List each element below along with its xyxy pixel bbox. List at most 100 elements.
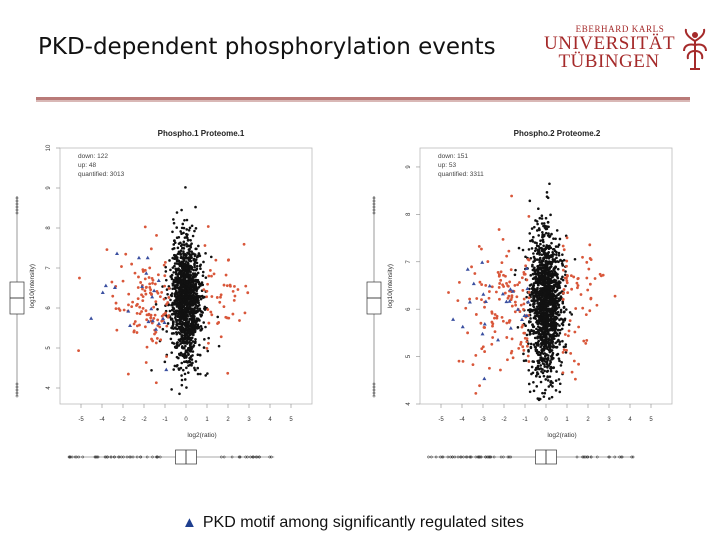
strip-outlier — [155, 455, 158, 459]
data-point — [488, 366, 491, 370]
data-point — [540, 259, 544, 262]
pkd-motif-point — [467, 300, 472, 304]
strip-outlier — [94, 455, 97, 459]
data-point — [190, 279, 193, 283]
data-point — [547, 232, 550, 235]
pkd-motif-point — [112, 285, 117, 289]
data-point — [534, 330, 538, 334]
data-point — [528, 284, 532, 287]
data-point — [175, 324, 179, 327]
data-point — [156, 273, 160, 277]
strip-outlier — [252, 455, 255, 459]
data-point — [544, 302, 548, 305]
data-point — [569, 351, 573, 355]
data-point — [538, 353, 541, 357]
pkd-motif-point — [481, 292, 486, 296]
data-point — [488, 290, 491, 293]
data-point — [513, 273, 517, 277]
data-point — [180, 378, 184, 382]
data-point — [163, 260, 167, 264]
data-point — [224, 315, 228, 319]
data-point — [547, 274, 550, 278]
data-point — [145, 345, 149, 349]
data-point — [197, 295, 201, 299]
data-point — [190, 256, 193, 259]
data-point — [187, 263, 190, 267]
data-point — [175, 346, 178, 350]
data-point — [172, 271, 175, 274]
data-point — [155, 337, 159, 340]
data-point — [173, 281, 176, 284]
y-tick-label: 7 — [406, 259, 412, 263]
data-point — [105, 248, 109, 252]
data-point — [179, 284, 182, 288]
strip-outlier — [139, 455, 142, 459]
data-point — [174, 316, 177, 320]
data-point — [543, 338, 547, 341]
data-point — [193, 315, 196, 318]
data-point — [207, 274, 211, 278]
y-tick-label: 5 — [46, 346, 52, 350]
data-point — [494, 290, 498, 294]
data-point — [190, 358, 194, 361]
data-point — [196, 366, 200, 370]
data-point — [554, 245, 558, 248]
data-point — [541, 230, 544, 234]
data-point — [555, 288, 559, 292]
legend-text: PKD motif among significantly regulated … — [202, 514, 524, 531]
data-point — [192, 258, 195, 262]
data-point — [536, 311, 539, 314]
data-point — [457, 359, 461, 363]
data-point — [514, 268, 517, 272]
data-point — [145, 285, 148, 289]
data-point — [548, 397, 551, 400]
data-point — [540, 304, 544, 307]
data-point — [546, 220, 550, 224]
data-point — [174, 293, 177, 296]
data-point — [537, 325, 540, 328]
data-point — [541, 391, 544, 395]
data-point — [193, 341, 197, 345]
data-point — [179, 276, 183, 279]
data-point — [180, 336, 184, 339]
x-tick-label: -4 — [99, 417, 105, 423]
data-point — [503, 291, 507, 295]
data-point — [165, 324, 169, 328]
data-point — [166, 315, 170, 319]
data-point — [483, 350, 487, 353]
data-point — [542, 222, 546, 225]
data-point — [186, 305, 190, 309]
data-point — [474, 313, 478, 316]
strip-outlier — [502, 455, 505, 459]
data-point — [553, 266, 556, 270]
data-point — [504, 274, 507, 278]
data-point — [555, 332, 559, 336]
data-point — [539, 293, 542, 296]
data-point — [177, 278, 181, 282]
data-point — [547, 319, 551, 322]
data-point — [536, 290, 540, 294]
strip-outlier — [440, 455, 444, 459]
y-tick-label: 8 — [406, 212, 412, 216]
data-point — [163, 274, 167, 278]
data-point — [149, 247, 153, 251]
data-point — [177, 367, 181, 370]
data-point — [540, 281, 543, 285]
strip-outlier — [509, 455, 513, 459]
data-point — [165, 355, 168, 358]
data-point — [553, 319, 556, 323]
data-point — [550, 308, 554, 311]
data-point — [178, 291, 182, 295]
data-point — [141, 295, 145, 299]
data-point — [170, 351, 174, 354]
data-point — [543, 291, 547, 295]
data-point — [171, 284, 175, 287]
data-point — [187, 248, 191, 251]
strip-outlier — [158, 455, 162, 459]
data-point — [572, 359, 576, 363]
strip-outlier — [595, 455, 599, 459]
boxplot-outlier — [372, 196, 376, 200]
strip-outlier — [465, 455, 469, 459]
data-point — [528, 390, 532, 394]
data-point — [566, 334, 570, 338]
